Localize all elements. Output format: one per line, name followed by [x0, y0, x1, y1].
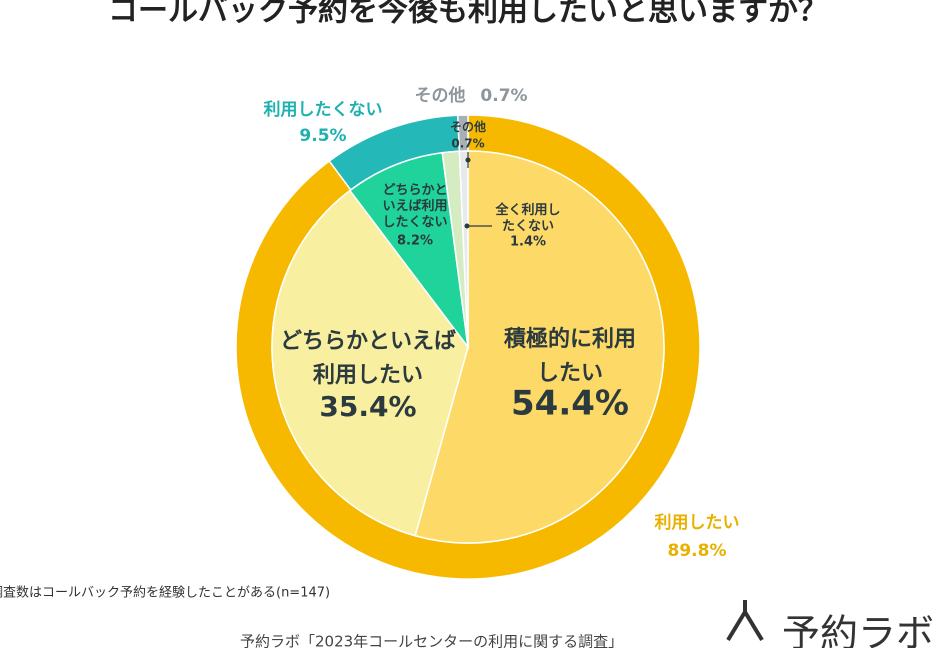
- inner-value-label: 0.7%: [451, 137, 484, 151]
- inner-value-label: 35.4%: [319, 390, 416, 423]
- inner-slice: [348, 151, 470, 350]
- inner-slice: [458, 150, 469, 348]
- outer-value-label: 89.8%: [668, 541, 727, 561]
- outer-value-label: 0.7%: [480, 86, 527, 106]
- inner-label: 積極的に利用したい: [504, 326, 636, 386]
- outer-label: 利用したい: [655, 512, 740, 533]
- outer-value-label: 9.5%: [299, 126, 346, 146]
- inner-label: 全く利用したくない: [494, 202, 560, 234]
- inner-label: その他: [450, 119, 486, 134]
- leader-dot: [465, 157, 471, 163]
- inner-label: どちらかといえば利用したくない: [382, 183, 447, 230]
- outer-label: 利用したくない: [264, 99, 383, 120]
- logo-icon: [726, 600, 764, 642]
- inner-slice: [414, 150, 665, 544]
- inner-slice: [271, 189, 469, 537]
- source: 予約ラボ「2023年コールセンターの利用に関する調査」: [240, 633, 623, 648]
- inner-label: どちらかといえば利用したい: [280, 329, 456, 388]
- logo: 予約ラボ: [782, 612, 934, 648]
- pie: [235, 114, 701, 580]
- leader-dot: [464, 223, 470, 229]
- inner-value-label: 1.4%: [510, 235, 546, 250]
- chart-title: コールバック予約を今後も利用したいと思いますか？: [108, 0, 828, 29]
- outer-label: その他: [415, 85, 466, 106]
- inner-value-label: 54.4%: [511, 384, 629, 424]
- note: 調査数はコールバック予約を経験したことがある(n=147): [0, 586, 330, 601]
- inner-value-label: 8.2%: [397, 234, 433, 249]
